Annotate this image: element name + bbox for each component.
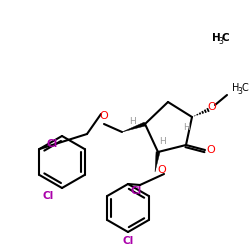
Text: Cl: Cl xyxy=(47,139,58,149)
Polygon shape xyxy=(155,152,160,172)
Text: O: O xyxy=(100,111,108,121)
Text: H: H xyxy=(232,83,239,93)
Text: C: C xyxy=(241,83,248,93)
Text: O: O xyxy=(208,102,216,112)
Text: H: H xyxy=(184,122,190,132)
Text: Cl: Cl xyxy=(122,236,134,246)
Polygon shape xyxy=(122,122,146,132)
Text: O: O xyxy=(206,145,216,155)
Text: O: O xyxy=(158,165,166,175)
Text: 3: 3 xyxy=(218,36,223,46)
Text: Cl: Cl xyxy=(130,186,141,196)
Text: H: H xyxy=(212,33,221,43)
Text: 3: 3 xyxy=(237,86,242,96)
Text: H: H xyxy=(159,138,166,146)
Text: H: H xyxy=(130,116,136,126)
Text: C: C xyxy=(222,33,230,43)
Text: Cl: Cl xyxy=(42,191,54,201)
